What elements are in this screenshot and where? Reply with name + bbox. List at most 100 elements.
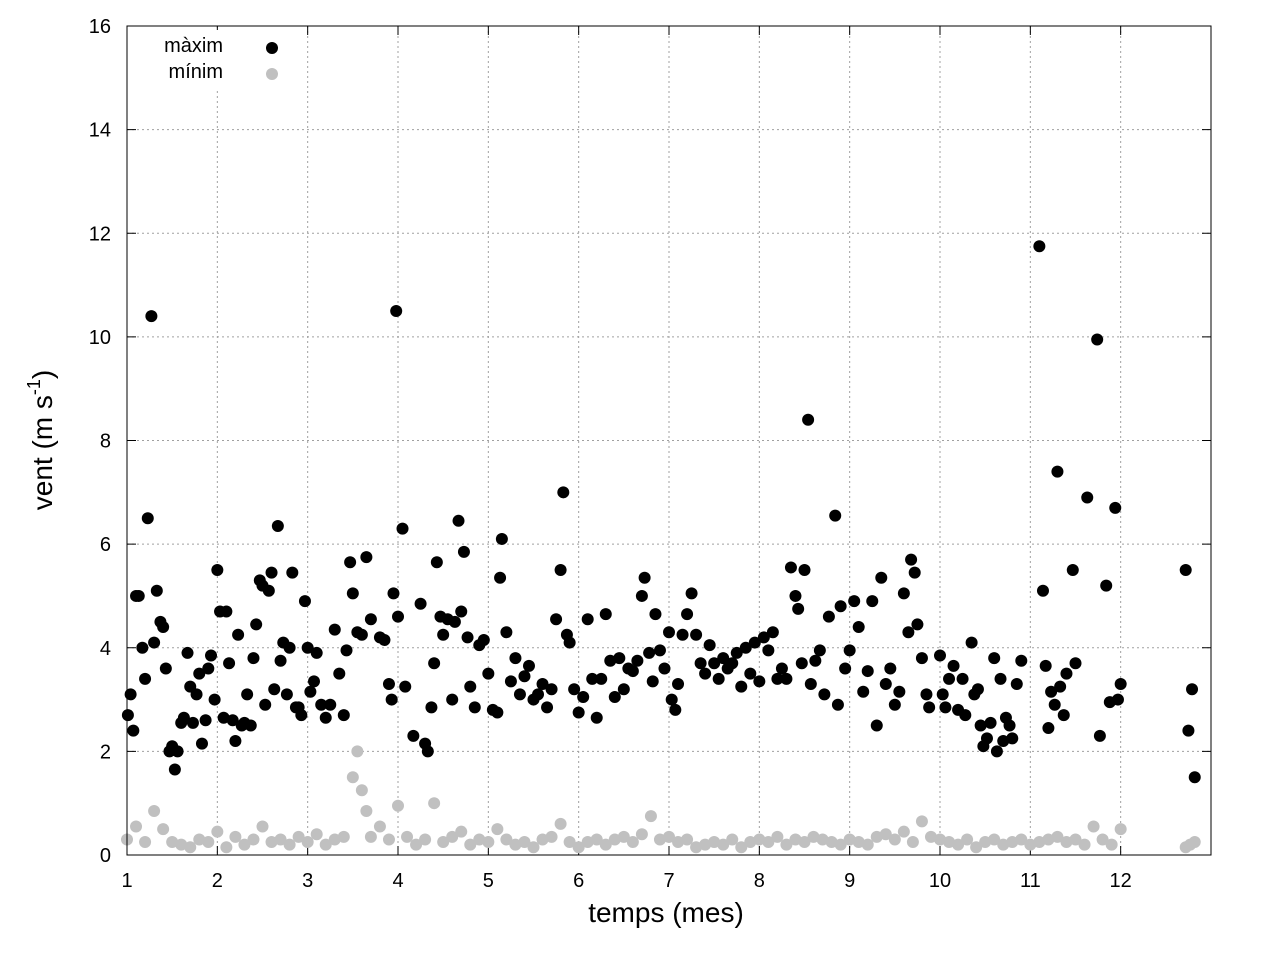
- point: [1100, 579, 1113, 592]
- point: [295, 709, 308, 722]
- point: [238, 838, 251, 851]
- point: [265, 566, 278, 579]
- point: [337, 830, 350, 843]
- point: [202, 662, 215, 675]
- point: [897, 825, 910, 838]
- point: [988, 652, 1001, 665]
- point: [351, 745, 364, 758]
- point: [550, 613, 563, 626]
- point: [780, 838, 793, 851]
- point: [199, 714, 212, 727]
- point: [208, 693, 221, 706]
- point: [663, 626, 675, 639]
- point: [262, 584, 275, 597]
- point: [997, 838, 1010, 851]
- point: [220, 841, 233, 854]
- point: [392, 799, 404, 812]
- point: [346, 587, 359, 600]
- point: [545, 683, 558, 696]
- point: [1057, 709, 1070, 722]
- point: [924, 830, 937, 843]
- point: [943, 836, 956, 849]
- point: [159, 662, 172, 675]
- point: [283, 838, 296, 851]
- point: [195, 737, 208, 750]
- point: [825, 836, 838, 849]
- point: [1188, 836, 1201, 849]
- point: [943, 672, 956, 685]
- point: [229, 830, 242, 843]
- point: [663, 830, 675, 843]
- point: [455, 605, 468, 618]
- x-tick-label: 5: [483, 870, 494, 892]
- point: [1111, 693, 1124, 706]
- point: [461, 631, 474, 644]
- point: [809, 654, 822, 667]
- point: [1033, 240, 1046, 253]
- point: [1015, 654, 1028, 667]
- point: [1179, 564, 1192, 577]
- point: [843, 644, 856, 657]
- point: [1015, 833, 1028, 846]
- point: [572, 706, 585, 719]
- point: [464, 838, 477, 851]
- point: [504, 675, 517, 688]
- point: [771, 830, 784, 843]
- point: [911, 618, 924, 631]
- point: [613, 652, 626, 665]
- point: [775, 662, 788, 675]
- point: [457, 545, 470, 558]
- y-tick-label: 8: [100, 431, 111, 453]
- point: [717, 838, 730, 851]
- x-tick-label: 2: [212, 870, 223, 892]
- point: [229, 735, 242, 748]
- point: [378, 633, 391, 646]
- point: [452, 514, 465, 527]
- point: [681, 608, 694, 621]
- point: [244, 719, 257, 732]
- point: [1078, 838, 1091, 851]
- x-tick-label: 6: [573, 870, 584, 892]
- point: [241, 688, 254, 701]
- point: [226, 714, 239, 727]
- point: [1006, 836, 1019, 849]
- point: [784, 561, 797, 574]
- point: [947, 659, 960, 672]
- point: [274, 833, 287, 846]
- point: [617, 830, 630, 843]
- x-tick-label: 1: [121, 870, 132, 892]
- point: [286, 566, 299, 579]
- point: [1010, 678, 1023, 691]
- point: [735, 841, 748, 854]
- point: [390, 304, 403, 317]
- point: [672, 836, 685, 849]
- point: [897, 587, 910, 600]
- point: [990, 745, 1003, 758]
- point: [703, 639, 716, 652]
- point: [364, 830, 377, 843]
- point: [658, 662, 671, 675]
- point: [247, 652, 260, 665]
- point: [500, 626, 513, 639]
- point: [1060, 667, 1073, 680]
- point: [168, 763, 181, 776]
- point: [934, 833, 946, 846]
- point: [971, 683, 984, 696]
- point: [193, 667, 206, 680]
- point: [694, 657, 707, 670]
- point: [360, 804, 373, 817]
- point: [455, 825, 468, 838]
- point: [407, 729, 420, 742]
- point: [626, 665, 639, 678]
- point: [1003, 719, 1016, 732]
- x-tick-label: 10: [929, 870, 951, 892]
- point: [157, 621, 170, 634]
- point: [685, 587, 698, 600]
- point: [717, 652, 730, 665]
- point: [324, 698, 337, 711]
- point: [888, 833, 901, 846]
- point: [364, 613, 377, 626]
- point: [586, 672, 599, 685]
- point: [617, 683, 630, 696]
